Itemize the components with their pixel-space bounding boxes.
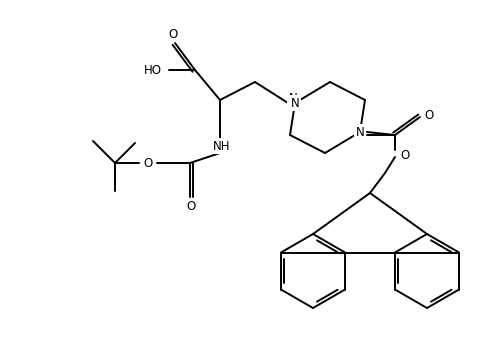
Text: O: O xyxy=(187,199,195,213)
Text: O: O xyxy=(424,108,434,121)
Text: N: N xyxy=(291,97,300,109)
Text: O: O xyxy=(400,148,409,161)
Text: HO: HO xyxy=(144,63,162,77)
Text: NH: NH xyxy=(213,139,231,152)
Text: O: O xyxy=(143,157,153,169)
Text: O: O xyxy=(168,28,178,40)
Text: N: N xyxy=(355,126,364,138)
Text: N: N xyxy=(355,128,364,141)
Text: N: N xyxy=(289,91,298,105)
